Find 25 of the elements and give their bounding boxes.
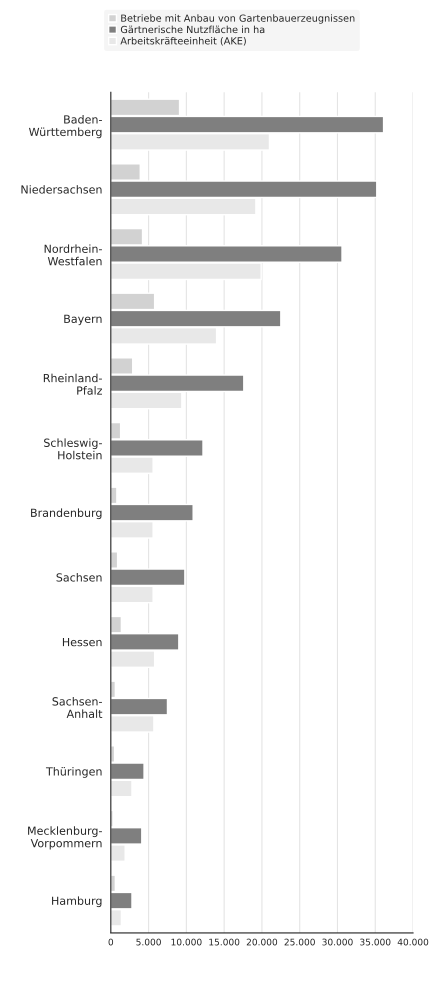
- x-tick-label: 40.000: [398, 938, 428, 946]
- x-tick-label: 30.000: [322, 938, 353, 946]
- y-tick-label: Schleswig- Holstein: [44, 438, 102, 460]
- legend-label: Gärtnerische Nutzfläche in ha: [120, 26, 264, 34]
- x-tick-label: 0: [108, 938, 114, 946]
- y-tick-label: Thüringen: [46, 767, 102, 778]
- y-tick-label: Sachsen- Anhalt: [52, 696, 102, 718]
- legend-label: Betriebe mit Anbau von Gartenbauerzeugnissen: [121, 14, 354, 24]
- x-tick-label: 20.000: [246, 938, 278, 946]
- y-tick-label: Hessen: [62, 638, 102, 646]
- y-tick-label: Rheinland- Pfalz: [44, 374, 102, 395]
- x-tick-label: 5.000: [136, 938, 161, 946]
- y-tick-label: Niedersachsen: [21, 185, 102, 194]
- y-tick-label: Baden- Württemberg: [28, 115, 102, 138]
- x-tick-label: 35.000: [360, 938, 390, 946]
- y-tick-label: Nordrhein- Westfalen: [44, 244, 102, 266]
- y-tick-label: Bayern: [64, 314, 102, 326]
- y-tick-label: Sachsen: [56, 573, 102, 582]
- y-tick-label: Hamburg: [52, 896, 102, 908]
- x-tick-label: 25.000: [284, 938, 315, 946]
- x-tick-label: 10.000: [172, 938, 202, 946]
- x-tick-label: 15.000: [209, 938, 240, 946]
- y-tick-label: Brandenburg: [31, 508, 102, 520]
- y-tick-label: Mecklenburg- Vorpommern: [28, 826, 102, 850]
- legend-label: Arbeitskräfteeinheit (AKE): [120, 36, 246, 46]
